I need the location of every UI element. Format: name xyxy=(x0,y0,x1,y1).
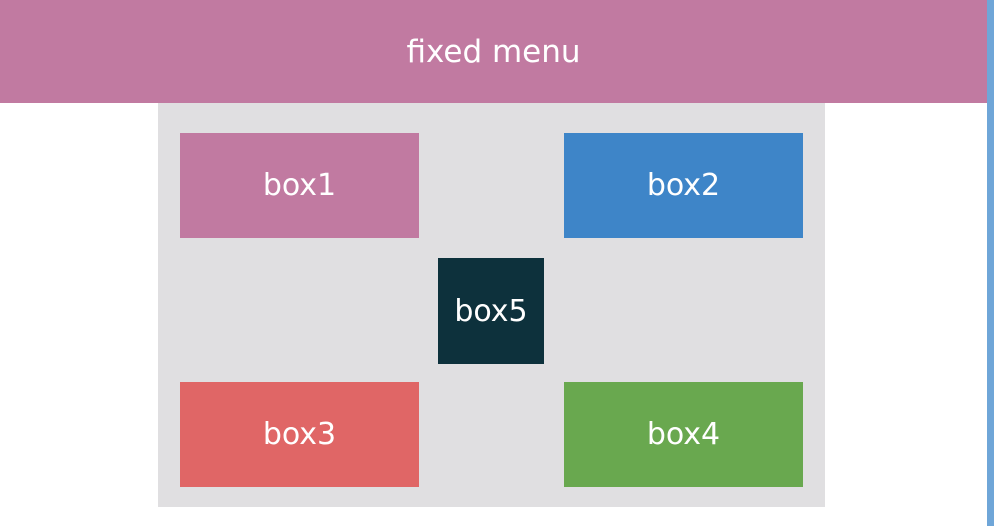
fixed-menu: fixed menu xyxy=(0,0,987,103)
box-4: box4 xyxy=(564,382,803,487)
box-3: box3 xyxy=(180,382,419,487)
box-2-label: box2 xyxy=(646,168,721,203)
fixed-menu-label: fixed menu xyxy=(406,33,581,70)
box-5: box5 xyxy=(438,258,544,364)
box-5-label: box5 xyxy=(454,293,528,329)
scrollbar[interactable] xyxy=(987,0,994,526)
box-1-label: box1 xyxy=(262,168,337,203)
box-4-label: box4 xyxy=(646,417,721,452)
box-2: box2 xyxy=(564,133,803,238)
box-3-label: box3 xyxy=(262,417,337,452)
box-1: box1 xyxy=(180,133,419,238)
box-container: box1 box2 box5 box3 box4 xyxy=(158,103,825,507)
